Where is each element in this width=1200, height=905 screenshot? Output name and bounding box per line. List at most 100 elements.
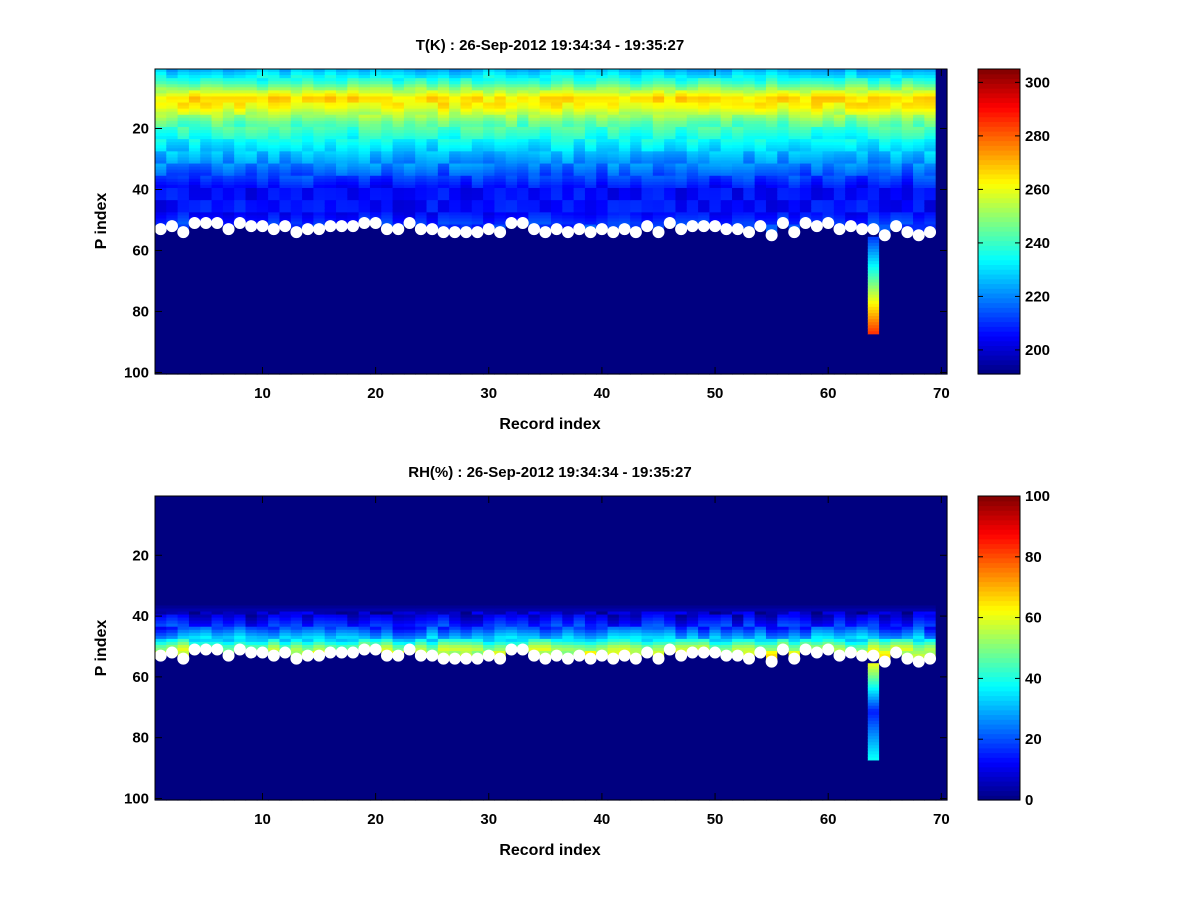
heatmap-cell [415,496,427,606]
colorbar-segment [978,198,1020,203]
heatmap-cell [336,496,348,606]
heatmap-cell [370,222,382,375]
heatmap-cell [472,496,484,606]
surface-marker [438,226,450,238]
surface-marker [483,223,495,235]
surface-marker [404,217,416,229]
heatmap-cell [494,657,506,800]
heatmap-cell [890,225,902,375]
heatmap-cell [279,496,291,606]
heatmap-cell [800,648,812,801]
surface-marker [800,217,812,229]
y-axis-label: P index [93,620,110,677]
surface-marker [245,220,257,232]
heatmap-cell [438,657,450,800]
heatmap-cell [200,648,212,801]
surface-marker [867,223,879,235]
colorbar-segment [978,93,1020,98]
heatmap-cell [562,657,574,800]
heatmap-cell [302,654,314,801]
x-tick-label: 50 [707,385,724,402]
surface-marker [845,220,857,232]
heatmap-cell [246,496,258,606]
x-tick-label: 30 [480,385,497,402]
heatmap-cell [438,496,450,606]
heatmap-cell [642,225,654,375]
heatmap-cell [257,651,269,801]
heatmap-cell [540,496,552,606]
heatmap-cell [325,496,337,606]
colorbar-segment [978,226,1020,231]
heatmap-cell [675,228,687,375]
colorbar-segment [978,307,1020,312]
heatmap-cell [596,496,608,606]
heatmap-cell [155,228,167,375]
colorbar-segment [978,298,1020,303]
surface-marker [924,226,936,238]
surface-marker [471,226,483,238]
heatmap-cell [460,496,472,606]
heatmap-cell [608,657,620,800]
heatmap-cell [223,496,235,606]
heatmap-cell [755,225,767,375]
colorbar-segment [978,255,1020,260]
colorbar-segment [978,264,1020,269]
heatmap-cell [325,651,337,801]
heatmap-cell [619,654,631,801]
heatmap-cell [675,654,687,801]
heatmap-cell [189,648,201,801]
heatmap-cell [506,222,518,375]
heatmap-cell [279,225,291,375]
surface-marker [211,217,223,229]
colorbar-segment [978,145,1020,150]
colorbar-segment [978,160,1020,165]
colorbar-segment [978,350,1020,355]
heatmap-cell [415,87,427,94]
colorbar-segment [978,150,1020,155]
heatmap-cell [336,651,348,801]
surface-marker [777,217,789,229]
colorbar-segment [978,169,1020,174]
heatmap-cell [460,657,472,800]
heatmap-cell [709,225,721,375]
surface-marker [811,220,823,232]
chart-title: T(K) : 26-Sep-2012 19:34:34 - 19:35:27 [416,37,684,54]
surface-marker [177,226,189,238]
heatmap-cell [777,496,789,606]
heatmap-cell [585,657,597,800]
surface-marker [630,226,642,238]
surface-marker [189,217,201,229]
surface-marker [313,223,325,235]
heatmap-cell [257,496,269,606]
surface-marker [223,223,235,235]
colorbar-segment [978,79,1020,84]
chart-title: RH(%) : 26-Sep-2012 19:34:34 - 19:35:27 [408,464,691,481]
heatmap-cell [483,496,495,606]
heatmap-cell [494,197,506,204]
heatmap-cell [687,225,699,375]
heatmap-cell [868,334,880,374]
heatmap-cell [223,654,235,801]
heatmap-cell [381,124,393,131]
colorbar-segment [978,155,1020,160]
heatmap-cell [178,231,190,375]
heatmap-cell [619,228,631,375]
colorbar-tick-label: 300 [1025,74,1050,91]
heatmap-cell [291,231,303,375]
heatmap-cell [811,496,823,606]
heatmap-cell [698,496,710,606]
x-axis-label: Record index [499,416,600,433]
colorbar-segment [978,98,1020,103]
surface-marker [290,226,302,238]
surface-marker [302,223,314,235]
heatmap-cell [868,496,880,606]
heatmap-cell [823,496,835,606]
colorbar-segment [978,174,1020,179]
surface-marker [234,217,246,229]
colorbar-segment [978,183,1020,188]
heatmap-cell [404,124,416,131]
colorbar-segment [978,283,1020,288]
heatmap-cell [551,654,563,801]
surface-marker [573,223,585,235]
